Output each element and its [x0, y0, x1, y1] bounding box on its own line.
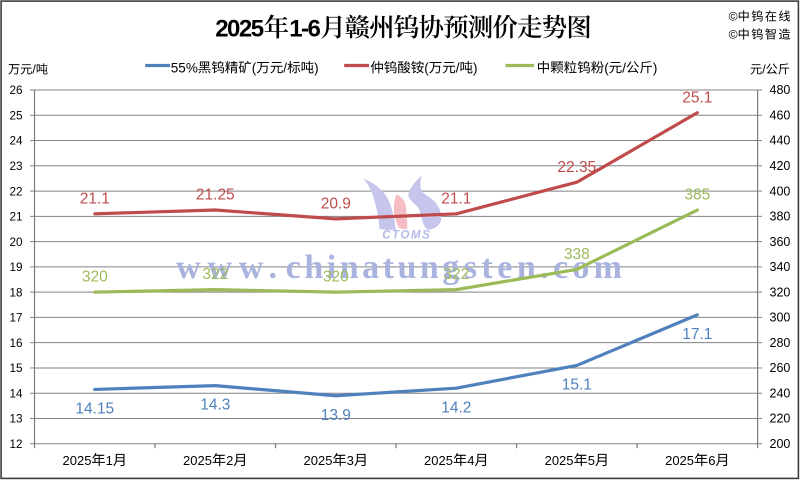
svg-text:25.1: 25.1	[682, 89, 712, 106]
svg-text:21: 21	[9, 211, 22, 224]
svg-text:20: 20	[9, 236, 23, 249]
svg-text:19: 19	[9, 261, 22, 274]
svg-text:/: /	[456, 60, 460, 75]
svg-text:23: 23	[9, 160, 22, 173]
svg-text:460: 460	[770, 109, 791, 123]
svg-text:20.9: 20.9	[321, 196, 351, 213]
svg-text:12: 12	[9, 438, 22, 451]
svg-text:14: 14	[9, 387, 23, 400]
svg-text:4: 4	[467, 453, 474, 468]
svg-text:5: 5	[588, 453, 595, 468]
svg-text:13.9: 13.9	[321, 407, 351, 424]
svg-text:55%: 55%	[171, 60, 198, 75]
svg-text:13: 13	[9, 413, 22, 426]
svg-text:260: 260	[770, 361, 791, 375]
svg-text:380: 380	[770, 210, 791, 224]
svg-text:/: /	[762, 63, 766, 77]
svg-text:2025: 2025	[304, 453, 333, 468]
svg-text:338: 338	[564, 246, 590, 263]
svg-text:480: 480	[770, 83, 791, 97]
svg-text:gsten.: gsten.	[442, 249, 553, 286]
svg-text:2: 2	[226, 453, 233, 468]
svg-text:220: 220	[770, 412, 791, 426]
svg-text:): )	[314, 60, 319, 75]
svg-text:21.1: 21.1	[80, 190, 110, 207]
svg-text:22.35: 22.35	[557, 159, 596, 176]
svg-text:21.25: 21.25	[196, 187, 235, 204]
svg-text:2025: 2025	[545, 453, 574, 468]
svg-text:16: 16	[9, 337, 22, 350]
svg-text:3: 3	[347, 453, 354, 468]
svg-text:340: 340	[770, 260, 791, 274]
svg-text:): )	[653, 60, 658, 75]
svg-text:320: 320	[770, 285, 791, 299]
svg-text:240: 240	[770, 386, 791, 400]
svg-text:2025: 2025	[665, 453, 694, 468]
svg-text:1: 1	[106, 453, 113, 468]
svg-text:/: /	[283, 60, 287, 75]
svg-text:322: 322	[443, 266, 469, 283]
svg-text:2025: 2025	[183, 453, 212, 468]
svg-text:©: ©	[729, 28, 738, 42]
svg-text:www.: www.	[176, 249, 284, 286]
svg-text:385: 385	[684, 187, 710, 204]
svg-text:/: /	[622, 60, 626, 75]
svg-text:21.1: 21.1	[441, 190, 471, 207]
svg-text:22: 22	[9, 185, 22, 198]
svg-text:322: 322	[202, 266, 228, 283]
svg-text:360: 360	[770, 235, 791, 249]
svg-text:com: com	[553, 249, 626, 286]
svg-text:200: 200	[770, 437, 791, 451]
svg-text:6: 6	[708, 453, 715, 468]
svg-text:14.15: 14.15	[75, 401, 114, 418]
svg-text:14.3: 14.3	[200, 397, 230, 414]
svg-text:15: 15	[9, 362, 23, 375]
svg-text:CTOMS: CTOMS	[382, 230, 431, 242]
svg-text:300: 300	[770, 311, 791, 325]
svg-text:17.1: 17.1	[682, 326, 712, 343]
svg-text:2025: 2025	[424, 453, 453, 468]
svg-text:1-6: 1-6	[289, 15, 320, 42]
svg-text:25: 25	[9, 110, 23, 123]
svg-text:420: 420	[770, 159, 791, 173]
svg-text:(: (	[252, 60, 257, 75]
svg-text:17: 17	[9, 312, 22, 325]
svg-text:): )	[473, 60, 478, 75]
svg-text:24: 24	[9, 135, 23, 148]
svg-text:chinatun: chinatun	[286, 249, 443, 286]
svg-text:(: (	[604, 60, 609, 75]
svg-text:320: 320	[323, 269, 349, 286]
svg-text:440: 440	[770, 134, 791, 148]
svg-text:(: (	[424, 60, 429, 75]
svg-text:2025: 2025	[215, 15, 264, 42]
svg-text:©: ©	[729, 10, 738, 24]
svg-text:/: /	[32, 63, 36, 77]
svg-text:400: 400	[770, 184, 791, 198]
svg-text:18: 18	[9, 286, 22, 299]
svg-text:2025: 2025	[63, 453, 92, 468]
svg-text:14.2: 14.2	[441, 399, 471, 416]
svg-text:320: 320	[82, 269, 108, 286]
svg-text:26: 26	[9, 84, 22, 97]
svg-text:280: 280	[770, 336, 791, 350]
svg-text:15.1: 15.1	[562, 377, 592, 394]
